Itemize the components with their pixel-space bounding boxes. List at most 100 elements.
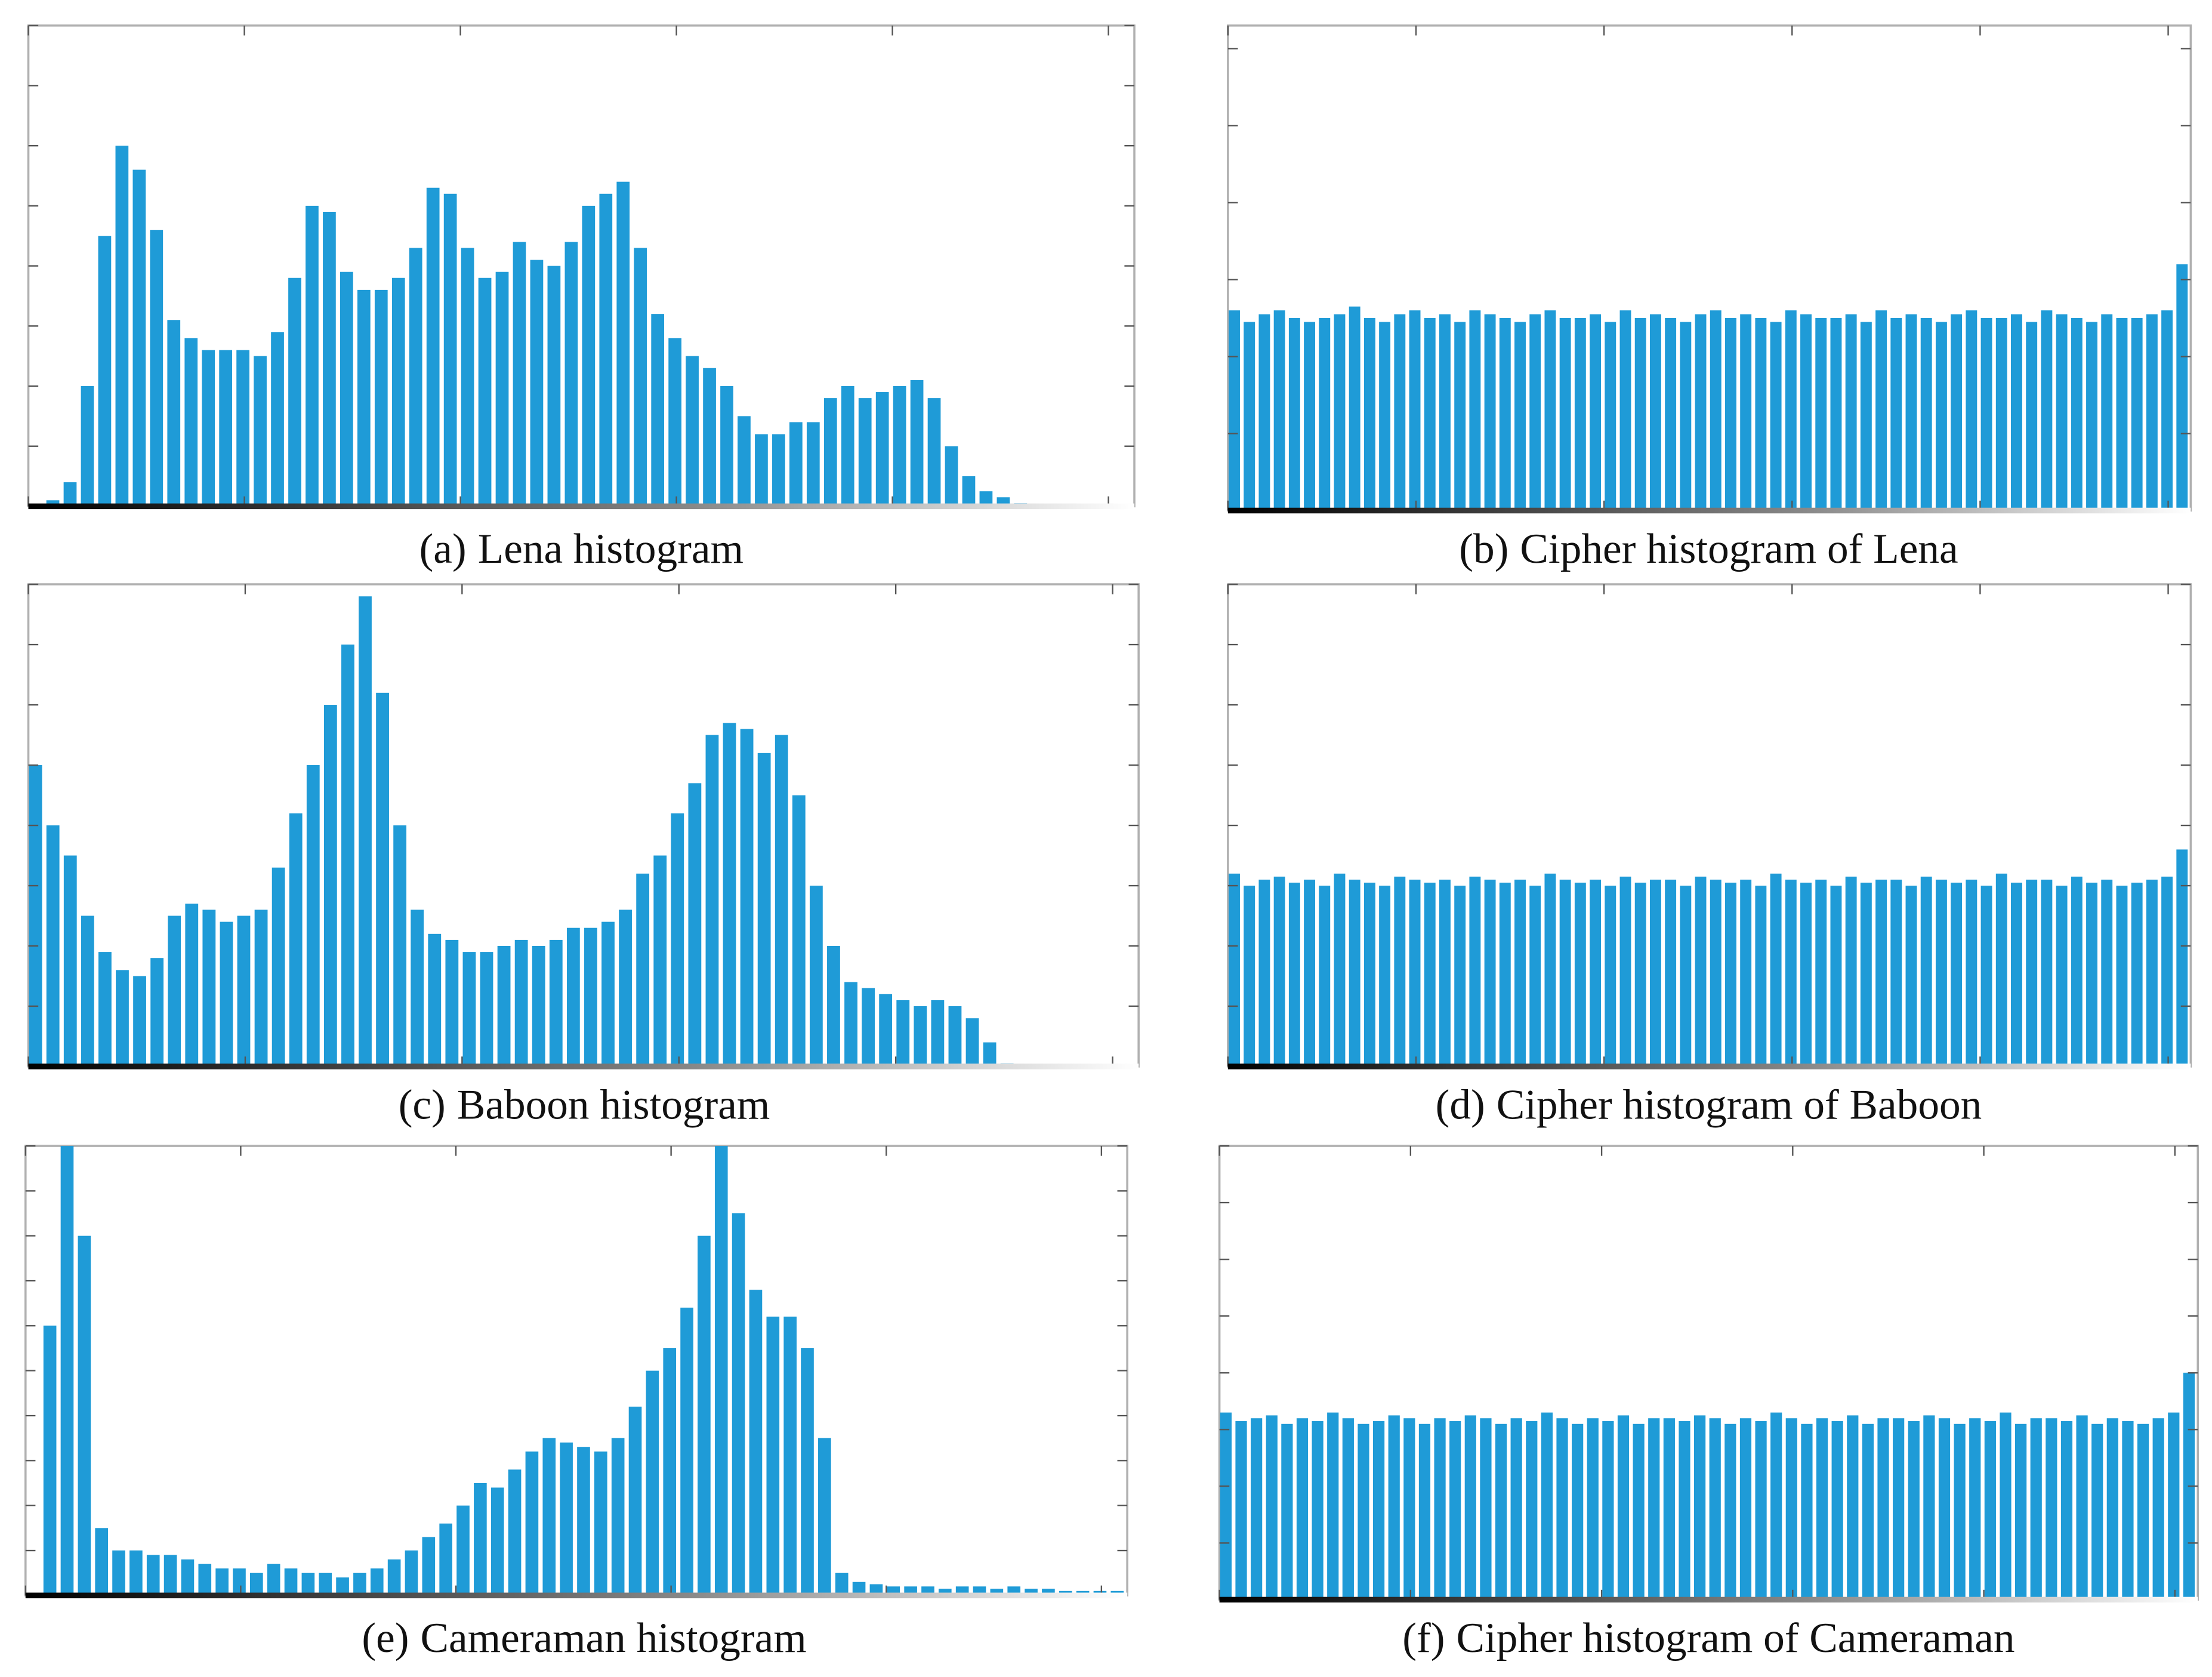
bar bbox=[1908, 1421, 1920, 1600]
bar bbox=[599, 193, 613, 507]
bar bbox=[1574, 882, 1586, 1066]
bar bbox=[611, 1438, 625, 1596]
bar bbox=[1801, 1423, 1813, 1600]
bar bbox=[1739, 1418, 1752, 1600]
bar bbox=[490, 1487, 504, 1596]
bar bbox=[497, 946, 511, 1066]
bar bbox=[1469, 310, 1481, 511]
bar bbox=[81, 386, 94, 507]
bar bbox=[2000, 1412, 2012, 1600]
bar bbox=[1602, 1421, 1614, 1600]
bar bbox=[1969, 1418, 1981, 1600]
bar bbox=[1388, 1415, 1400, 1600]
bar bbox=[250, 1573, 263, 1596]
bar bbox=[1995, 873, 2007, 1066]
bar bbox=[2146, 879, 2158, 1066]
bar bbox=[409, 248, 422, 507]
bar bbox=[1709, 1418, 1721, 1600]
bar bbox=[323, 705, 337, 1066]
bar bbox=[1877, 1418, 1889, 1600]
bar bbox=[1770, 873, 1782, 1066]
bar bbox=[757, 753, 771, 1066]
bar bbox=[301, 1573, 315, 1596]
bar bbox=[792, 795, 806, 1066]
bar bbox=[2131, 317, 2143, 511]
bar bbox=[1815, 317, 1827, 511]
bar bbox=[1244, 886, 1255, 1066]
bar bbox=[2152, 1418, 2164, 1600]
caption: (d) Cipher histogram of Baboon bbox=[1436, 1081, 1982, 1129]
bar bbox=[1830, 317, 1842, 511]
bar bbox=[738, 416, 751, 507]
bar bbox=[2091, 1423, 2103, 1600]
bar bbox=[254, 356, 267, 507]
caption: (a) Lena histogram bbox=[419, 525, 743, 572]
bar bbox=[2071, 317, 2083, 511]
bar bbox=[1251, 1418, 1263, 1600]
bar bbox=[2168, 1412, 2180, 1600]
bar bbox=[2176, 849, 2188, 1066]
bar bbox=[1319, 317, 1331, 511]
bar bbox=[1319, 886, 1331, 1066]
bar bbox=[566, 927, 580, 1066]
bar bbox=[1281, 1423, 1293, 1600]
bar bbox=[1418, 1423, 1431, 1600]
bar bbox=[1679, 1421, 1690, 1600]
caption-label: (f) bbox=[1402, 1614, 1445, 1661]
bar bbox=[443, 193, 457, 507]
bar bbox=[766, 1317, 780, 1596]
bar bbox=[462, 952, 476, 1066]
bar bbox=[1559, 879, 1571, 1066]
bar bbox=[1725, 882, 1736, 1066]
bar bbox=[703, 368, 716, 507]
bar bbox=[1875, 879, 1887, 1066]
bar bbox=[1510, 1418, 1522, 1600]
bar bbox=[775, 735, 788, 1066]
bar bbox=[1905, 886, 1917, 1066]
bar bbox=[1617, 1415, 1630, 1600]
bar bbox=[564, 242, 578, 507]
bar bbox=[1288, 317, 1300, 511]
bar bbox=[1556, 1418, 1568, 1600]
bar bbox=[1740, 314, 1752, 511]
caption: (e) Cameraman histogram bbox=[362, 1614, 806, 1661]
bar bbox=[1905, 314, 1917, 511]
histogram-panel: (f) Cipher histogram of Cameraman bbox=[1218, 1145, 2199, 1661]
bar bbox=[532, 946, 545, 1066]
bar bbox=[879, 994, 893, 1066]
bar bbox=[428, 933, 442, 1066]
bar bbox=[359, 596, 372, 1066]
bar bbox=[1454, 322, 1466, 511]
bar bbox=[323, 211, 336, 507]
bar bbox=[284, 1568, 298, 1596]
bar bbox=[1587, 1418, 1599, 1600]
bar bbox=[2030, 1418, 2042, 1600]
bar bbox=[1484, 879, 1496, 1066]
bar bbox=[783, 1317, 797, 1596]
bar bbox=[927, 398, 941, 507]
bar bbox=[1409, 879, 1421, 1066]
plot-frame bbox=[24, 1145, 1128, 1597]
bar bbox=[2014, 1423, 2027, 1600]
bar bbox=[393, 825, 407, 1066]
histogram-panel: (b) Cipher histogram of Lena bbox=[1227, 24, 2192, 572]
bar bbox=[1710, 310, 1722, 511]
bar bbox=[422, 1537, 436, 1596]
bar bbox=[271, 332, 284, 507]
bar bbox=[1449, 1421, 1461, 1600]
bar bbox=[2131, 882, 2143, 1066]
bar bbox=[341, 645, 354, 1066]
bar bbox=[1469, 876, 1481, 1066]
bar bbox=[1725, 317, 1736, 511]
bar bbox=[1665, 317, 1677, 511]
bar bbox=[653, 855, 667, 1066]
bar bbox=[2026, 879, 2038, 1066]
bar bbox=[202, 350, 215, 507]
bar bbox=[150, 958, 164, 1066]
bar bbox=[841, 386, 854, 507]
bar bbox=[272, 867, 285, 1066]
bar bbox=[2056, 314, 2068, 511]
bar bbox=[146, 1555, 160, 1596]
bar bbox=[1394, 314, 1406, 511]
bar bbox=[116, 970, 129, 1066]
